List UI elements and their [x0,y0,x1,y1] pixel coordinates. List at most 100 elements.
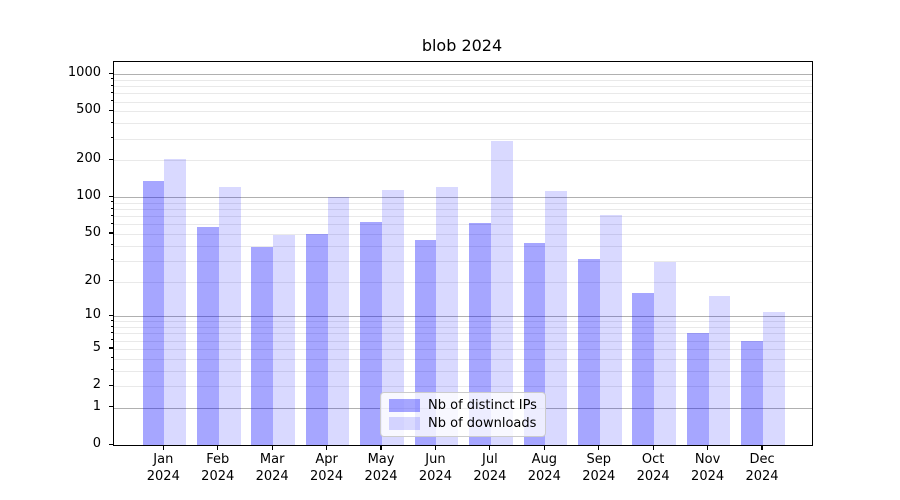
y-tick-label: 200 [76,151,101,167]
x-tick [434,445,437,450]
gridline-minor [114,93,812,95]
x-tick [598,445,600,450]
x-tick-label: Oct 2024 [636,452,670,484]
legend-item-distinct-ips: Nb of distinct IPs [389,397,537,414]
x-tick [325,445,328,450]
bar-downloads [599,215,622,445]
bar-distinct-ips [686,333,709,445]
x-tick-label: Nov 2024 [691,452,725,484]
gridline-minor [114,327,812,329]
y-tick-label: 1 [92,398,101,414]
legend: Nb of distinct IPs Nb of downloads [380,392,546,437]
gridline-minor [114,281,812,283]
bar-distinct-ips [251,247,274,445]
x-tick-label: Apr 2024 [310,452,344,484]
bar-distinct-ips [142,180,165,445]
gridline-major [114,74,812,76]
plot-area [113,61,813,446]
bar-distinct-ips [196,227,219,445]
x-tick [543,445,545,450]
bar-downloads [545,191,568,445]
bar-downloads [708,296,731,445]
y-minor-tick [110,109,113,111]
bar-downloads [327,197,350,445]
y-minor-tick [110,331,113,333]
bar-downloads [763,311,785,445]
x-tick-label: Mar 2024 [255,452,289,484]
y-tick-label: 0 [92,436,101,451]
y-minor-tick [110,201,113,203]
y-tick-label: 50 [84,224,101,240]
bar-distinct-ips [577,259,600,445]
x-tick-label: Sep 2024 [582,452,616,484]
y-minor-tick [110,78,113,80]
y-minor-tick [110,91,113,93]
y-minor-tick [110,325,113,327]
gridline-minor [114,86,812,88]
bar-downloads [273,235,295,445]
gridline-minor [114,224,812,226]
bar-distinct-ips [632,292,655,445]
x-tick [271,445,273,450]
x-tick [707,445,709,450]
y-minor-tick [110,84,113,86]
y-tick-label: 20 [84,272,101,288]
gridline-major [114,316,812,318]
gridline-minor [114,160,812,162]
y-tick-label: 2 [92,377,101,393]
gridline-minor [114,348,812,350]
y-minor-tick [110,214,113,216]
x-tick-label: Jul 2024 [473,452,507,484]
legend-item-downloads: Nb of downloads [389,415,537,432]
bar-distinct-ips [741,340,764,445]
gridline-minor [114,101,812,103]
bar-downloads [436,187,459,445]
gridline-minor [114,358,812,360]
y-minor-tick [110,100,113,102]
y-minor-tick [110,339,113,341]
y-minor-tick [110,121,113,123]
x-tick-label: Feb 2024 [201,452,235,484]
x-tick-label: Dec 2024 [745,452,779,484]
y-minor-tick [110,259,113,261]
y-tick [109,443,113,445]
y-minor-tick [110,232,113,234]
gridline-minor [114,386,812,388]
gridline-minor [114,111,812,113]
gridline-major [114,197,812,199]
gridline-minor [114,245,812,247]
gridline-minor [114,370,812,372]
y-tick-label: 500 [76,102,101,118]
y-tick [109,195,113,197]
legend-swatch-distinct-ips [389,399,420,413]
bar-distinct-ips [305,233,328,445]
y-minor-tick [110,280,113,282]
x-tick [380,445,382,450]
bar-distinct-ips [469,222,491,445]
y-minor-tick [110,222,113,224]
x-tick [652,445,654,450]
gridline-minor [114,321,812,323]
gridline-minor [114,123,812,125]
y-tick [109,72,113,74]
bar-downloads [218,187,241,445]
gridline-minor [114,340,812,342]
gridline-minor [114,202,812,204]
y-tick [109,314,113,316]
x-tick [489,445,491,450]
bar-downloads [490,140,513,445]
y-minor-tick [110,244,113,246]
legend-label-distinct-ips: Nb of distinct IPs [428,398,537,414]
x-tick-label: Aug 2024 [527,452,561,484]
gridline-minor [114,79,812,81]
bar-downloads [654,262,676,445]
y-minor-tick [110,369,113,371]
y-minor-tick [110,319,113,321]
y-tick-label: 100 [76,188,101,204]
y-tick-label: 1000 [67,65,101,81]
y-tick [109,406,113,408]
bar-distinct-ips [360,221,383,445]
legend-swatch-downloads [389,416,420,430]
gridline-minor [114,138,812,140]
gridline-minor [114,233,812,235]
